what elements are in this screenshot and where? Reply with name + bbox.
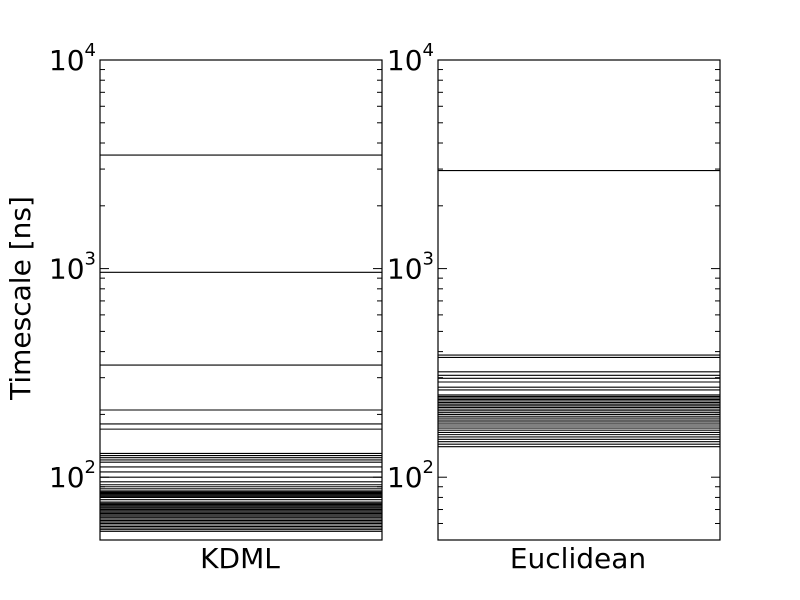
plot-frame-kdml [99, 59, 383, 541]
y-tick-label-euclidean-0: 102 [387, 457, 434, 494]
y-tick-label-kdml-0: 102 [49, 457, 96, 494]
x-label-euclidean: Euclidean [510, 542, 646, 575]
y-tick-label-euclidean-1: 103 [387, 249, 434, 286]
y-axis-label: Timescale [ns] [4, 196, 37, 401]
plot-frame-euclidean [437, 59, 721, 541]
y-tick-label-kdml-2: 104 [49, 40, 96, 77]
x-label-kdml: KDML [200, 542, 280, 575]
panel-euclidean: 102 103 104 [387, 40, 721, 541]
y-tick-label-kdml-1: 103 [49, 249, 96, 286]
panel-kdml: 102 103 104 [49, 40, 383, 541]
y-tick-label-euclidean-2: 104 [387, 40, 434, 77]
